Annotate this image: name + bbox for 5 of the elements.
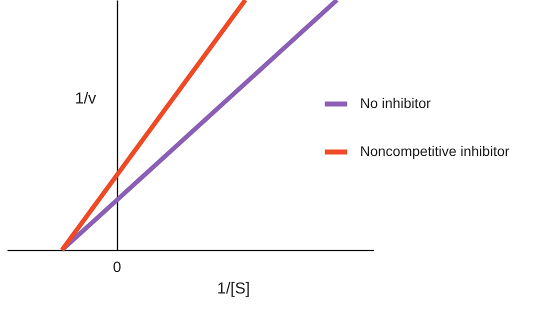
y-axis-title: 1/v (74, 90, 96, 108)
legend-label: Noncompetitive inhibitor (360, 143, 510, 159)
legend-label: No inhibitor (360, 95, 432, 111)
x-axis-title: 1/[S] (217, 280, 250, 298)
text: 0 (112, 259, 122, 276)
